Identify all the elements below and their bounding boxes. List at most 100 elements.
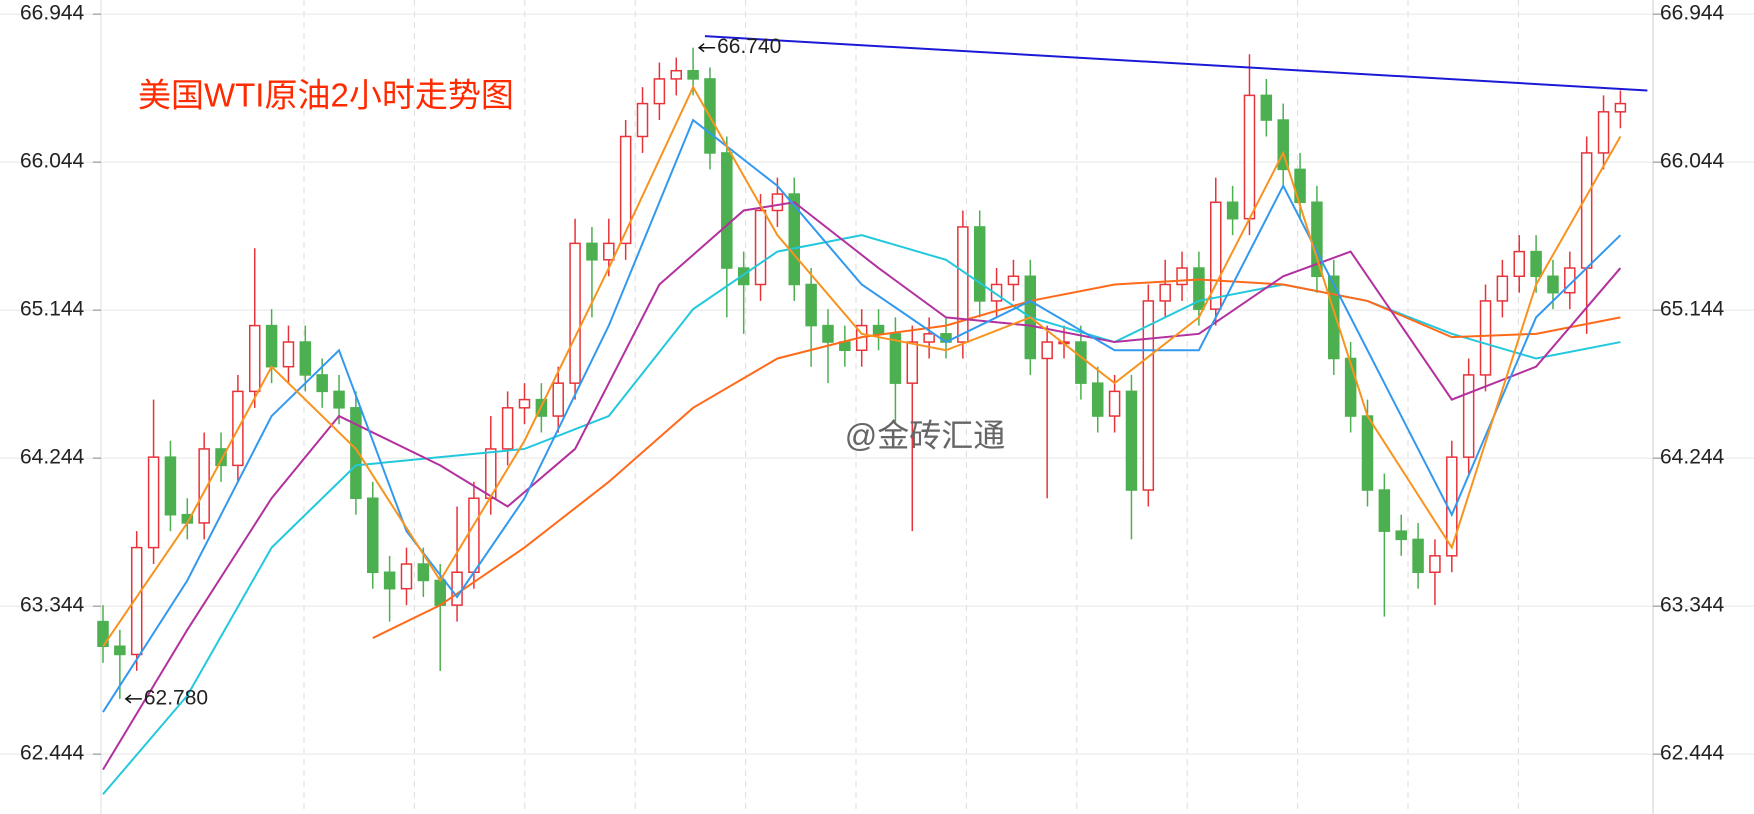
y2-tick-label: 66.944 bbox=[1660, 2, 1725, 25]
candle-body bbox=[130, 546, 143, 656]
candle-body bbox=[1091, 382, 1104, 417]
candle-body bbox=[164, 456, 177, 516]
candle-body bbox=[973, 226, 986, 302]
candle-body bbox=[569, 242, 581, 384]
trend-line bbox=[704, 35, 1648, 92]
y2-tick-label: 65.144 bbox=[1660, 298, 1725, 321]
candle-body bbox=[1142, 300, 1155, 491]
candle-body bbox=[1479, 300, 1492, 376]
candle-body bbox=[316, 374, 328, 393]
candle-body bbox=[822, 324, 834, 343]
candle-body bbox=[737, 267, 750, 286]
candle-body bbox=[1378, 489, 1391, 532]
y-tick-label: 66.944 bbox=[20, 2, 85, 25]
candle-body bbox=[468, 497, 480, 574]
candle-body bbox=[957, 226, 969, 343]
candle-body bbox=[1395, 530, 1407, 541]
y-tick-label: 66.044 bbox=[20, 150, 85, 173]
y-tick-label: 65.144 bbox=[20, 298, 85, 321]
candle-body bbox=[367, 497, 379, 574]
candle-body bbox=[1361, 415, 1374, 491]
candle-body bbox=[1328, 275, 1340, 360]
candle-body bbox=[1311, 201, 1323, 278]
candle-body bbox=[350, 407, 362, 500]
annotation-label: 66.740 bbox=[717, 35, 781, 58]
y2-tick-label: 62.444 bbox=[1660, 742, 1725, 765]
candle-body bbox=[1496, 275, 1509, 302]
candle-body bbox=[1530, 250, 1542, 278]
candle-body bbox=[1429, 555, 1441, 574]
candle-body bbox=[248, 324, 261, 393]
chart-title: 美国WTI原油2小时走势图 bbox=[138, 77, 514, 114]
candle-body bbox=[299, 341, 312, 376]
candle-body bbox=[1226, 201, 1239, 220]
candle-body bbox=[619, 135, 632, 245]
candle-body bbox=[1176, 267, 1188, 286]
candle-body bbox=[501, 407, 514, 450]
candle-body bbox=[805, 283, 817, 327]
candle-body bbox=[1513, 250, 1525, 278]
candle-body bbox=[518, 398, 531, 409]
candle-body bbox=[1614, 102, 1627, 113]
candle-body bbox=[1007, 275, 1020, 286]
candle-body bbox=[282, 341, 295, 368]
candle-body bbox=[1344, 357, 1357, 417]
candle-body bbox=[923, 333, 935, 343]
y-tick-label: 62.444 bbox=[20, 742, 85, 765]
y2-tick-label: 63.344 bbox=[1660, 594, 1725, 617]
ma-line bbox=[102, 118, 1622, 713]
candle-body bbox=[1041, 341, 1053, 360]
candle-body bbox=[1580, 152, 1593, 269]
candle-body bbox=[1125, 390, 1138, 491]
annotation: 66.740 bbox=[697, 35, 781, 58]
candle-body bbox=[788, 193, 801, 286]
annotation-arrow bbox=[124, 694, 142, 704]
annotation: 62.780 bbox=[124, 686, 208, 709]
candle-body bbox=[265, 324, 278, 368]
candle-body bbox=[1412, 538, 1424, 574]
candle-body bbox=[383, 571, 396, 590]
ma-line bbox=[102, 201, 1622, 771]
candle-body bbox=[586, 242, 598, 261]
watermark: @金砖汇通 bbox=[845, 417, 1006, 453]
candle-body bbox=[1462, 374, 1475, 458]
candle-body bbox=[434, 579, 446, 606]
candle-body bbox=[603, 242, 615, 261]
candle-body bbox=[872, 324, 885, 335]
candle-body bbox=[451, 571, 463, 606]
y2-tick-label: 66.044 bbox=[1660, 150, 1725, 173]
candle-body bbox=[333, 390, 345, 409]
candle-body bbox=[1193, 267, 1205, 310]
candle-body bbox=[889, 333, 902, 384]
candle-body bbox=[1277, 119, 1289, 171]
candle-body bbox=[552, 382, 564, 417]
candle-body bbox=[1075, 341, 1087, 384]
candle-body bbox=[400, 563, 413, 590]
ma-line bbox=[102, 84, 1622, 647]
annotation-label: 62.780 bbox=[144, 686, 208, 709]
candle-body bbox=[687, 69, 699, 80]
candle-body bbox=[1260, 94, 1273, 121]
candle-body bbox=[1243, 94, 1256, 220]
candle-body bbox=[906, 341, 919, 384]
y2-tick-label: 64.244 bbox=[1660, 446, 1725, 469]
candle-body bbox=[653, 78, 666, 105]
candle-body bbox=[754, 209, 767, 286]
annotation-arrow bbox=[697, 43, 716, 53]
candle-body bbox=[721, 152, 733, 269]
ma-line bbox=[372, 278, 1621, 639]
candle-body bbox=[417, 563, 430, 582]
candle-body bbox=[1547, 275, 1559, 294]
candle-body bbox=[1294, 168, 1306, 204]
candle-body bbox=[1210, 201, 1222, 310]
candle-body bbox=[1159, 283, 1171, 302]
candle-body bbox=[114, 645, 126, 656]
candle-body bbox=[771, 193, 784, 212]
candle-body bbox=[1597, 111, 1610, 154]
y-tick-label: 64.244 bbox=[20, 446, 85, 469]
candle-body bbox=[198, 448, 210, 524]
candle-body bbox=[636, 102, 649, 138]
y-tick-label: 63.344 bbox=[20, 594, 85, 617]
